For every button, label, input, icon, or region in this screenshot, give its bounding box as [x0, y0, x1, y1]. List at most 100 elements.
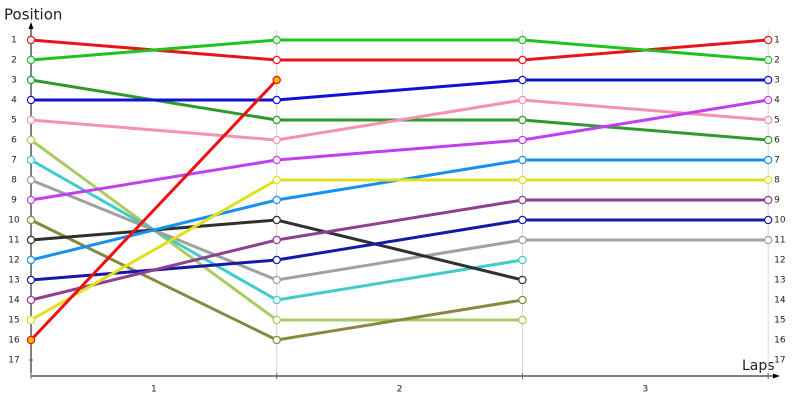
y-tick-label-right: 2	[774, 56, 780, 66]
x-arrow	[773, 373, 780, 379]
lap-marker	[763, 115, 773, 125]
x-tick-label: 2	[397, 385, 403, 395]
y-tick-label-right: 14	[774, 296, 786, 306]
lap-marker	[518, 275, 527, 285]
lap-marker	[518, 55, 527, 65]
lap-marker	[518, 315, 527, 325]
x-tick-label: 3	[642, 385, 648, 395]
y-tick-label: 4	[11, 96, 17, 106]
y-axis-label: Position	[4, 6, 62, 24]
lap-marker	[763, 175, 773, 185]
lap-marker	[26, 215, 36, 225]
lap-marker	[763, 155, 773, 165]
lap-marker	[518, 135, 527, 145]
lap-marker	[272, 135, 281, 145]
y-tick-label-right: 1	[774, 36, 780, 46]
x-axis-label: Laps	[742, 358, 775, 374]
lap-marker	[763, 135, 773, 145]
series-line	[30, 158, 769, 262]
lap-marker	[272, 95, 281, 105]
lap-marker	[518, 295, 527, 305]
x-tick-label: 1	[151, 385, 157, 395]
lap-marker	[272, 155, 281, 165]
lap-marker	[26, 75, 36, 85]
y-tick-label: 15	[8, 316, 19, 326]
lap-marker	[272, 75, 281, 85]
lap-marker	[26, 55, 36, 65]
lap-marker	[518, 75, 527, 85]
y-tick-label-right: 7	[774, 156, 780, 166]
y-tick-label: 8	[11, 176, 17, 186]
y-tick-label: 1	[11, 36, 17, 46]
lap-marker	[518, 215, 527, 225]
lap-marker	[26, 115, 36, 125]
lap-marker	[272, 255, 281, 265]
lap-marker	[272, 315, 281, 325]
series-line	[31, 78, 769, 102]
lap-marker	[518, 155, 527, 165]
lap-marker	[26, 295, 36, 305]
lap-marker	[518, 95, 527, 105]
lap-marker	[272, 175, 281, 185]
series-line	[30, 178, 769, 322]
series-line	[30, 98, 769, 142]
y-tick-label: 2	[11, 56, 17, 66]
lap-marker	[518, 115, 527, 125]
y-tick-label-right: 17	[774, 356, 785, 366]
y-tick-label-right: 5	[774, 116, 780, 126]
lap-marker	[26, 235, 36, 245]
lap-marker	[518, 35, 527, 45]
y-tick-label-right: 9	[774, 196, 780, 206]
y-tick-label-right: 10	[774, 216, 786, 226]
lap-marker	[272, 275, 281, 285]
lap-marker	[26, 95, 36, 105]
lap-marker	[272, 115, 281, 125]
lap-marker	[763, 35, 773, 45]
lap-marker	[763, 55, 773, 65]
series-line	[29, 78, 278, 342]
lap-marker	[272, 295, 281, 305]
lap-marker	[26, 35, 36, 45]
y-tick-label-right: 11	[774, 236, 785, 246]
series-line	[30, 198, 769, 302]
y-tick-label: 12	[8, 256, 19, 266]
lap-marker	[26, 275, 36, 285]
lap-marker	[26, 195, 36, 205]
y-tick-label: 14	[8, 296, 20, 306]
lap-marker	[26, 255, 36, 265]
lap-marker	[518, 255, 527, 265]
lap-marker	[26, 315, 36, 325]
y-tick-label: 13	[8, 276, 19, 286]
y-tick-label: 7	[11, 156, 17, 166]
lap-marker	[763, 75, 773, 85]
lap-marker	[26, 335, 36, 345]
y-tick-label-right: 4	[774, 96, 780, 106]
lap-marker	[26, 135, 36, 145]
y-tick-label: 16	[8, 336, 20, 346]
y-tick-label: 17	[8, 356, 19, 366]
series-line	[30, 38, 769, 62]
lap-marker	[763, 95, 773, 105]
lap-marker	[272, 195, 281, 205]
y-tick-label: 10	[8, 216, 20, 226]
y-tick-label-right: 6	[774, 136, 780, 146]
y-tick-label-right: 3	[774, 76, 780, 86]
y-tick-label: 11	[8, 236, 19, 246]
y-tick-label: 5	[11, 116, 17, 126]
y-tick-label-right: 15	[774, 316, 785, 326]
lap-marker	[272, 215, 281, 225]
y-tick-label-right: 12	[774, 256, 785, 266]
lap-marker	[763, 195, 773, 205]
lap-marker	[518, 195, 527, 205]
lap-marker	[272, 235, 281, 245]
lap-marker	[272, 55, 281, 65]
lap-marker	[26, 175, 36, 185]
y-tick-label-right: 16	[774, 336, 786, 346]
y-tick-label-right: 13	[774, 276, 785, 286]
lap-marker	[763, 215, 773, 225]
lap-marker	[26, 155, 36, 165]
series-line	[30, 98, 769, 202]
y-tick-label: 3	[11, 76, 17, 86]
lap-marker	[763, 235, 773, 245]
